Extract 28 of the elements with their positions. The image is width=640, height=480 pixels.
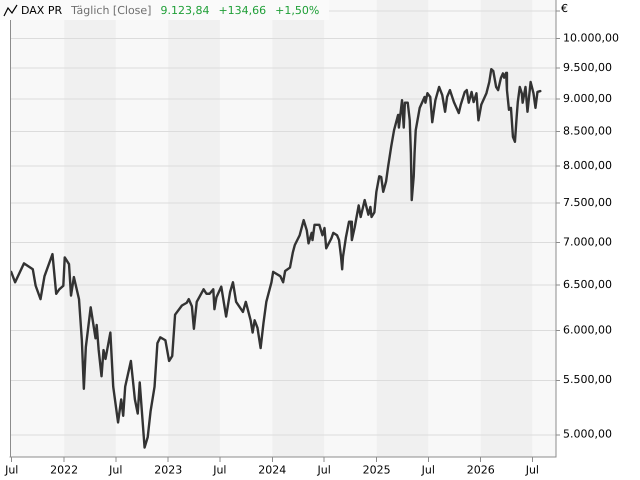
chart-subtitle: Täglich [Close]	[71, 4, 152, 16]
x-tick-label: Jul	[108, 463, 122, 476]
y-tick-label: 10.000,00	[563, 32, 619, 45]
y-tick-label: 9.500,00	[563, 60, 612, 74]
y-tick-label: 5.500,00	[563, 373, 612, 386]
y-tick-label: 8.000,00	[563, 159, 612, 172]
y-tick-label: 6.500,00	[563, 278, 612, 291]
x-tick-label: Jul	[316, 463, 331, 476]
x-tick-label: Jul	[524, 463, 539, 476]
y-tick-label: 5.000,00	[563, 428, 612, 441]
annotation: +1,50%	[275, 4, 320, 16]
y-axis-title: €	[561, 2, 568, 15]
annotation: +134,66	[218, 4, 266, 16]
x-tick-label: 2022	[50, 463, 78, 476]
x-tick-label: Jul	[420, 463, 435, 476]
x-tick-label: 2024	[258, 463, 286, 476]
y-tick-label: 8.500,00	[563, 124, 612, 138]
x-tick-label: 2025	[362, 463, 391, 476]
x-tick-label: Jul	[4, 463, 18, 476]
chart-title: DAX PR	[21, 4, 62, 16]
annotation: 9.123,84	[160, 4, 210, 16]
x-tick-label: Jul	[212, 463, 226, 476]
x-tick-label: 2023	[154, 463, 182, 476]
y-tick-label: 9.000,00	[563, 92, 612, 105]
y-tick-label: 7.000,00	[563, 235, 612, 248]
y-tick-label: 6.000,00	[563, 324, 612, 337]
y-tick-label: 7.500,00	[563, 196, 612, 209]
x-tick-label: 2026	[466, 463, 495, 476]
